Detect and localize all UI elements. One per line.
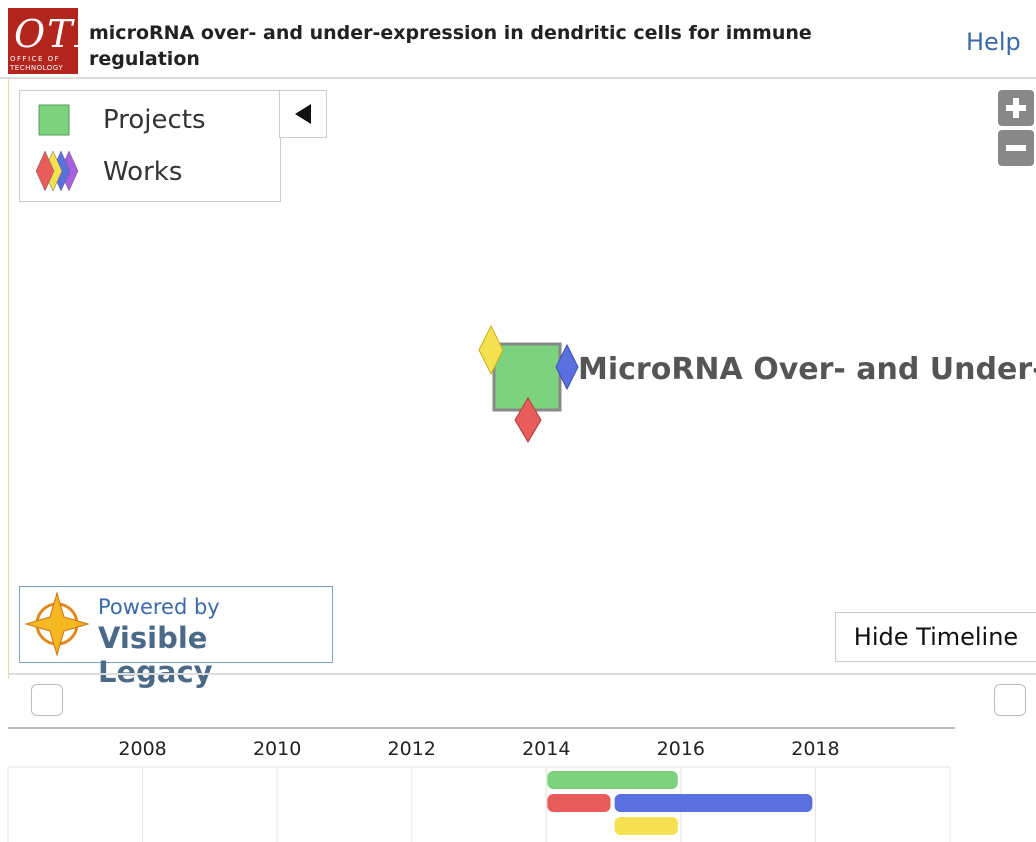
legend-swatch [38,104,70,136]
help-link[interactable]: Help [966,28,1021,56]
compass-icon [24,591,90,657]
x-tick-label: 2008 [118,738,166,760]
timeline-bar [547,794,611,812]
zoom-in[interactable] [998,90,1034,126]
logo-caption: OFFICE OF [10,55,61,63]
zoom-controls [998,90,1034,166]
timeline-rule [8,673,1036,675]
logo-caption: TECHNOLOGY [10,64,64,72]
legend-icons [35,104,79,192]
zoom-out[interactable] [998,130,1034,166]
legend-label: Works [103,157,183,187]
powered-line: Powered by [98,595,220,619]
work-node[interactable] [514,397,542,443]
work-node[interactable] [478,324,504,376]
hide-timeline-button[interactable]: Hide Timeline [835,612,1036,662]
x-tick-label: 2014 [522,738,570,760]
legend-diamond [35,150,55,192]
logo-letters: OTL [14,12,102,56]
x-tick-label: 2018 [791,738,839,760]
logo[interactable]: OTL OFFICE OF TECHNOLOGY [8,8,100,74]
panel-edge [8,79,9,679]
x-tick-label: 2016 [657,738,705,760]
timeline-bar [614,794,813,812]
arrow-icon [295,104,311,124]
checkbox[interactable] [31,684,63,716]
x-tick-label: 2012 [388,738,436,760]
page-title: microRNA over- and under-expression in d… [89,22,812,70]
timeline: 2008 2010 2012 2014 2016 2018 [7,727,955,842]
timeline-bar [614,817,678,835]
legend-toggle[interactable] [279,90,327,138]
powered-line: Visible Legacy [98,621,213,689]
x-tick-label: 2010 [253,738,301,760]
timeline-bar [547,771,678,789]
legend-swatch [35,150,79,192]
header-rule [0,77,1036,79]
legend-label: Projects [103,105,206,135]
checkbox[interactable] [994,684,1026,716]
node-label: MicroRNA Over- and Under- [578,352,1036,387]
network [478,324,579,443]
work-node[interactable] [555,343,579,391]
powered-by[interactable]: Powered by Visible Legacy [19,586,333,689]
legend: Projects Works [19,90,281,202]
